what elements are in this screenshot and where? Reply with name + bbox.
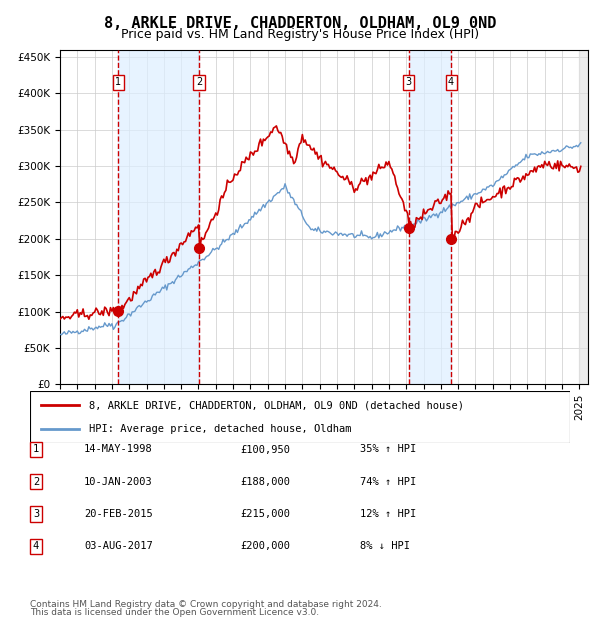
Text: 2: 2 <box>196 78 202 87</box>
Text: HPI: Average price, detached house, Oldham: HPI: Average price, detached house, Oldh… <box>89 423 352 433</box>
Text: 3: 3 <box>33 509 39 519</box>
Text: 4: 4 <box>33 541 39 551</box>
Text: 8, ARKLE DRIVE, CHADDERTON, OLDHAM, OL9 0ND: 8, ARKLE DRIVE, CHADDERTON, OLDHAM, OL9 … <box>104 16 496 30</box>
Text: 10-JAN-2003: 10-JAN-2003 <box>84 477 153 487</box>
Text: 20-FEB-2015: 20-FEB-2015 <box>84 509 153 519</box>
Text: 4: 4 <box>448 78 454 87</box>
Text: 03-AUG-2017: 03-AUG-2017 <box>84 541 153 551</box>
Text: 74% ↑ HPI: 74% ↑ HPI <box>360 477 416 487</box>
Text: 2: 2 <box>33 477 39 487</box>
Text: £188,000: £188,000 <box>240 477 290 487</box>
Text: £100,950: £100,950 <box>240 445 290 454</box>
Text: 14-MAY-1998: 14-MAY-1998 <box>84 445 153 454</box>
Text: £200,000: £200,000 <box>240 541 290 551</box>
Bar <box>409 50 451 384</box>
Text: 35% ↑ HPI: 35% ↑ HPI <box>360 445 416 454</box>
Text: Price paid vs. HM Land Registry's House Price Index (HPI): Price paid vs. HM Land Registry's House … <box>121 28 479 41</box>
Text: £215,000: £215,000 <box>240 509 290 519</box>
Text: 12% ↑ HPI: 12% ↑ HPI <box>360 509 416 519</box>
Text: 1: 1 <box>33 445 39 454</box>
Bar <box>118 50 199 384</box>
Text: Contains HM Land Registry data © Crown copyright and database right 2024.: Contains HM Land Registry data © Crown c… <box>30 600 382 609</box>
Bar <box>580 50 588 384</box>
Text: 3: 3 <box>406 78 412 87</box>
Text: 8, ARKLE DRIVE, CHADDERTON, OLDHAM, OL9 0ND (detached house): 8, ARKLE DRIVE, CHADDERTON, OLDHAM, OL9 … <box>89 401 464 410</box>
Text: This data is licensed under the Open Government Licence v3.0.: This data is licensed under the Open Gov… <box>30 608 319 617</box>
Text: 1: 1 <box>115 78 121 87</box>
Text: 8% ↓ HPI: 8% ↓ HPI <box>360 541 410 551</box>
FancyBboxPatch shape <box>30 391 570 443</box>
